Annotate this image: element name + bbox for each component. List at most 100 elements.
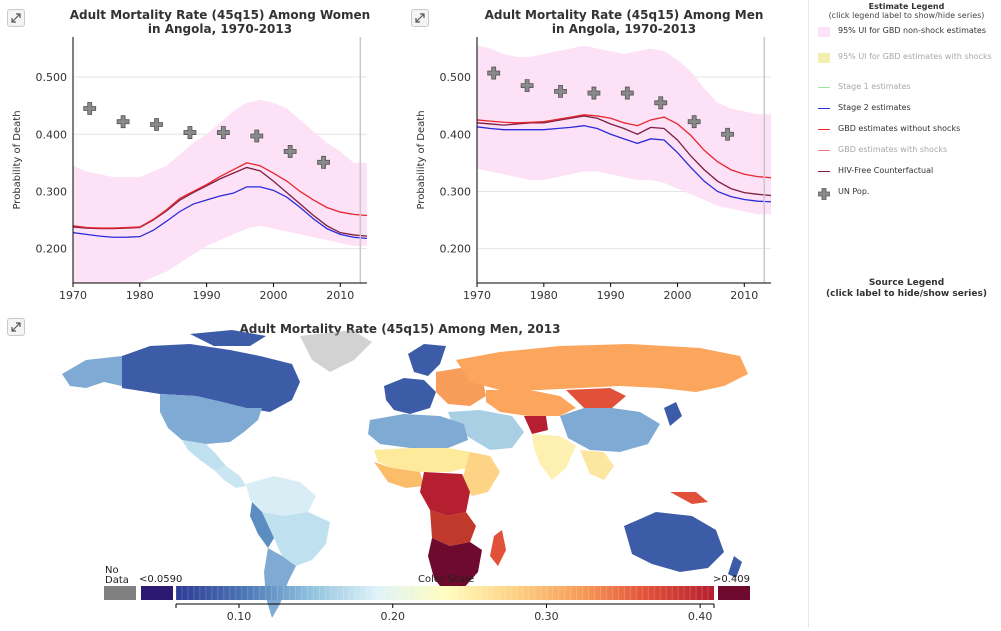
uncertainty-band[interactable] [477,45,771,215]
un-pop-point[interactable] [216,126,230,139]
x-tick-label: 1990 [597,289,625,302]
map-region-canada[interactable] [122,344,300,412]
un-pop-point[interactable] [83,102,97,115]
map-region-western-europe[interactable] [384,378,436,414]
y-tick-label: 0.500 [36,71,68,84]
un-pop-point[interactable] [654,96,668,110]
y-tick-label: 0.400 [440,128,472,141]
map-region-mongolia[interactable] [566,388,626,408]
map-region-papua[interactable] [670,492,708,504]
expand-icon [11,13,21,23]
un-pop-point[interactable] [317,155,330,169]
legend-hint: (click legend label to show/hide series) [828,11,985,20]
color-scale-gradient [176,586,714,600]
map-region-russia[interactable] [456,344,748,392]
un-pop-point[interactable] [687,115,701,129]
chart-title-line: in Angola, 1970-2013 [552,22,696,36]
map-region-sahel[interactable] [374,448,474,472]
world-map-panel: Adult Mortality Rate (45q15) Among Men, … [0,316,800,631]
map-region-new-zealand[interactable] [728,556,742,578]
y-tick-label: 0.400 [36,128,68,141]
world-choropleth-map: Adult Mortality Rate (45q15) Among Men, … [62,322,748,618]
map-region-arctic-islands[interactable] [190,330,266,346]
map-region-west-africa[interactable] [374,462,424,488]
plus-icon [817,187,831,201]
un-pop-point[interactable] [283,145,297,158]
no-data-label: No Data [105,565,129,586]
un-pop-point[interactable] [721,127,734,141]
legend-swatch [818,27,830,37]
legend-item-label: GBD estimates with shocks [838,145,948,154]
map-region-japan-korea[interactable] [664,402,682,426]
color-scale-label: Color Scale [418,574,475,585]
legend-item-label: GBD estimates without shocks [838,124,961,133]
high-threshold-swatch [718,586,750,600]
map-region-central-africa[interactable] [420,472,470,516]
y-tick-label: 0.300 [36,185,68,198]
x-tick-label: 2000 [663,289,691,302]
map-region-scandinavia[interactable] [408,344,446,376]
x-tick-label: 2010 [326,289,354,302]
color-scale-bar: 0.10 0.20 0.30 0.40 [175,586,715,623]
un-pop-point[interactable] [587,86,601,100]
series-line-stage2[interactable] [476,125,772,203]
map-region-greenland[interactable] [300,330,372,372]
map-region-southeast-asia[interactable] [580,450,614,480]
legend-item-label: HIV-Free Counterfactual [838,166,934,175]
y-tick-label: 0.500 [440,71,472,84]
expand-map-button[interactable] [7,318,25,336]
chart-title-line: Adult Mortality Rate (45q15) Among Men [485,8,764,22]
expand-men-chart-button[interactable] [411,9,429,27]
map-region-alaska[interactable] [62,356,122,388]
map-region-mexico[interactable] [182,440,226,470]
map-region-australia[interactable] [624,512,724,572]
x-tick-label: 1970 [463,289,491,302]
map-region-middle-east[interactable] [448,410,524,450]
chart-title-line: in Angola, 1970-2013 [148,22,292,36]
un-pop-point[interactable] [554,84,567,98]
series-line-gbd_no_shock[interactable] [476,114,772,179]
series-line-gbd_no_shock[interactable] [72,162,368,229]
x-tick-label: 1970 [59,289,87,302]
map-region-afghanistan[interactable] [524,416,548,434]
un-pop-point[interactable] [487,66,501,80]
un-pop-point[interactable] [620,86,634,100]
map-region-north-africa[interactable] [368,414,468,448]
map-region-west-andes[interactable] [250,502,274,548]
legend-line-swatch [818,171,830,172]
map-region-angola-zambia[interactable] [430,510,476,546]
map-region-horn-east-africa[interactable] [462,452,500,496]
un-pop-point[interactable] [116,115,130,129]
x-tick-label: 1980 [530,289,558,302]
map-region-madagascar[interactable] [490,530,506,566]
y-axis-label: Probability of Death [416,110,427,209]
legend-line-swatch [818,87,830,88]
color-scale-tick-label: 0.30 [534,610,559,623]
uncertainty-band[interactable] [73,99,367,283]
y-tick-label: 0.300 [440,185,472,198]
map-region-south-america-north[interactable] [246,476,316,516]
color-scale-tick-label: 0.40 [688,610,713,623]
map-region-south-asia[interactable] [532,434,576,480]
series-line-stage2[interactable] [72,186,368,240]
map-region-central-asia[interactable] [486,390,576,416]
map-region-central-america[interactable] [214,466,246,488]
source-legend-title: Source Legend [868,278,945,288]
legend-line-swatch [818,150,830,151]
map-region-southern-africa[interactable] [428,538,482,594]
legend-item-label: 95% UI for GBD non-shock estimates [838,26,987,35]
expand-women-chart-button[interactable] [7,9,25,27]
un-pop-point[interactable] [520,79,534,93]
y-axis-label: Probability of Death [12,110,23,209]
un-pop-point[interactable] [150,118,163,131]
map-region-southern-cone[interactable] [264,548,296,618]
map-region-brazil[interactable] [262,512,330,566]
un-pop-point[interactable] [183,126,197,139]
series-line-hiv_free[interactable] [476,115,772,197]
no-data-swatch [104,586,136,600]
map-region-china[interactable] [560,408,660,452]
estimate-legend-panel: Estimate Legend (click legend label to s… [812,0,1001,627]
source-legend: Source Legend (click label to hide/show … [812,278,1001,300]
un-pop-point[interactable] [250,129,264,143]
map-region-usa[interactable] [160,394,262,444]
